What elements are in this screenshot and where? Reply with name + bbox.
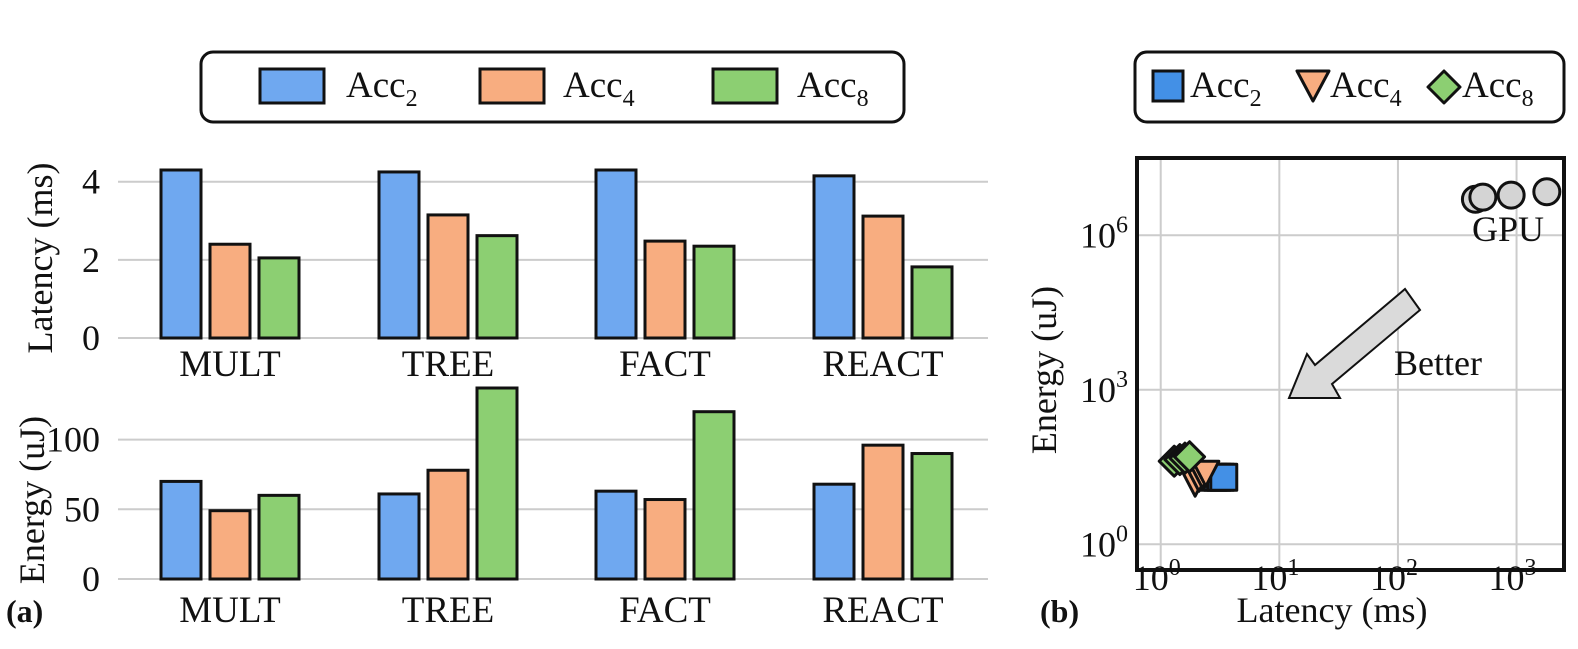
panel-label-b: (b) [1040,593,1079,629]
scatter-frame [1135,156,1566,572]
energy-category-label: TREE [402,590,494,631]
energy-category-label: REACT [822,590,943,631]
energy-bar-react-acc4 [861,443,905,581]
scatter-point-gpu [1468,182,1498,212]
energy-bar-mult-acc2 [159,479,203,581]
latency-category-label: TREE [402,344,494,385]
legend-a: Acc2 Acc4 Acc8 [199,50,906,124]
legend-b-marker-acc4 [1295,69,1331,103]
latency-y-tick-label: 2 [82,240,100,280]
legend-b-label-acc4: Acc4 [1330,65,1402,112]
latency-y-tick-label: 4 [82,162,100,202]
scatter-y-tick-label: 100 [1080,521,1128,564]
energy-bars [159,386,954,581]
gpu-annotation: GPU [1472,209,1544,249]
scatter-y-tick-label: 103 [1080,367,1128,410]
scatter-x-tick-label: 100 [1133,555,1181,598]
scatter-chart: 100 101 102 103 100 103 106 GPU Better Latenc… [1024,156,1566,630]
legend-b-label-acc2: Acc2 [1190,65,1262,112]
legend-a-swatch-acc2 [258,67,326,105]
legend-a-label-acc4: Acc4 [563,65,635,112]
legend-a-label-acc2: Acc2 [346,65,418,112]
latency-category-label: REACT [822,344,943,385]
latency-bar-tree-acc2 [377,170,421,340]
latency-bar-fact-acc2 [594,168,638,340]
scatter-gridlines [1137,158,1564,570]
energy-bar-tree-acc8 [475,386,519,581]
legend-a-swatch-acc4 [478,67,546,105]
energy-category-label: MULT [179,590,280,631]
energy-y-ticks: 0 50 100 [46,420,100,599]
scatter-x-tick-label: 103 [1489,555,1537,598]
latency-bar-react-acc4 [861,214,905,340]
latency-category-labels: MULT TREE FACT REACT [179,344,943,385]
scatter-point-gpu [1532,177,1562,207]
latency-y-tick-label: 0 [82,318,100,358]
scatter-point-acc4 [1191,459,1221,488]
scatter-x-tick-label: 102 [1370,555,1418,598]
legend-b-marker-acc2 [1151,69,1185,103]
latency-bar-tree-acc8 [475,234,519,340]
legend-b: Acc2 Acc4 Acc8 [1133,50,1566,124]
scatter-y-tick-label: 106 [1080,212,1128,255]
scatter-point-gpu [1496,180,1526,210]
scatter-x-axis-label: Latency (ms) [1237,590,1428,630]
latency-bar-mult-acc4 [208,242,252,340]
latency-category-label: FACT [619,344,711,385]
latency-bar-chart: 0 2 4 MULT TREE FACT REACT Latency (ms) [20,162,988,385]
latency-y-axis-label: Latency (ms) [20,163,60,354]
energy-y-axis-label: Energy (uJ) [12,416,52,584]
legend-a-swatch-acc8 [711,67,779,105]
energy-bar-fact-acc4 [643,498,687,581]
scatter-x-ticks: 100 101 102 103 [1133,555,1537,598]
legend-a-label-acc8: Acc8 [797,65,869,112]
energy-category-label: FACT [619,590,711,631]
latency-bar-tree-acc4 [426,213,470,340]
scatter-x-tick-label: 101 [1251,555,1299,598]
energy-bar-fact-acc2 [594,489,638,581]
legend-b-box [1133,50,1566,124]
energy-bar-tree-acc2 [377,492,421,581]
legend-b-label-acc8: Acc8 [1462,65,1534,112]
latency-bar-fact-acc4 [643,239,687,340]
latency-bar-mult-acc8 [257,256,301,340]
energy-bar-mult-acc4 [208,509,252,581]
better-annotation: Better [1394,343,1482,383]
latency-bar-react-acc2 [812,174,856,340]
latency-bars [159,168,954,340]
scatter-y-axis-label: Energy (uJ) [1024,286,1064,454]
energy-y-tick-label: 0 [82,559,100,599]
latency-bar-mult-acc2 [159,168,203,340]
latency-bar-react-acc8 [910,265,954,340]
latency-bar-fact-acc8 [692,244,736,340]
energy-bar-react-acc2 [812,482,856,581]
scatter-point-acc8 [1173,440,1207,474]
better-arrow [1287,287,1422,399]
panel-label-a: (a) [6,593,43,629]
latency-y-ticks: 0 2 4 [82,162,100,358]
latency-category-label: MULT [179,344,280,385]
energy-y-tick-label: 50 [64,489,100,529]
legend-b-marker-acc8 [1426,69,1462,105]
energy-bar-chart: 0 50 100 MULT TREE FACT REACT Energy (uJ) [12,386,988,631]
energy-category-labels: MULT TREE FACT REACT [179,590,943,631]
energy-bar-react-acc8 [910,452,954,581]
scatter-points [1157,177,1562,498]
energy-bar-mult-acc8 [257,493,301,581]
energy-y-tick-label: 100 [46,420,100,460]
scatter-y-ticks: 100 103 106 [1080,212,1128,564]
energy-bar-tree-acc4 [426,468,470,581]
energy-bar-fact-acc8 [692,410,736,581]
